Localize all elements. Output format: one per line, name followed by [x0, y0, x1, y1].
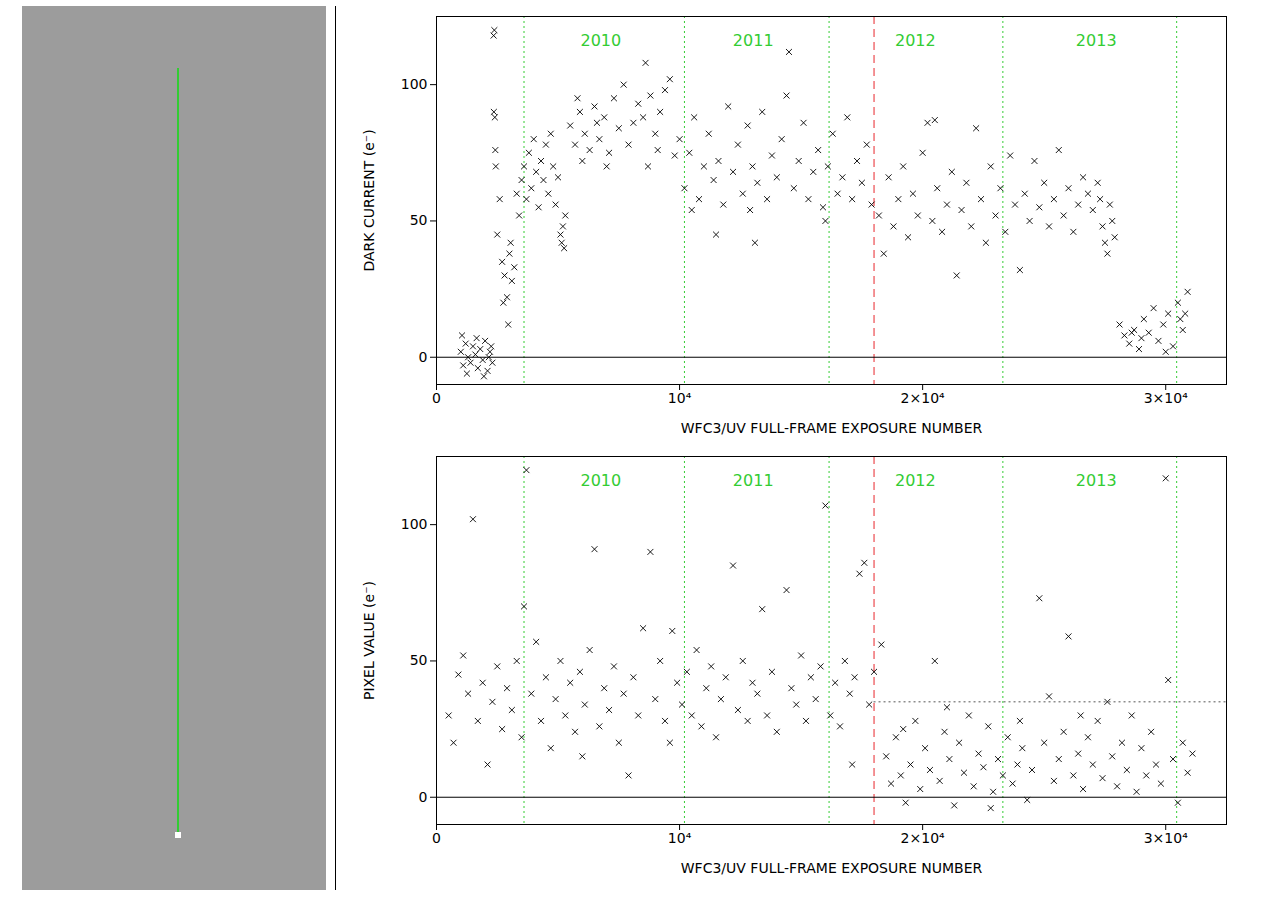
- svg-text:2010: 2010: [580, 31, 621, 50]
- svg-text:WFC3/UV FULL-FRAME EXPOSURE NU: WFC3/UV FULL-FRAME EXPOSURE NUMBER: [681, 860, 983, 876]
- svg-text:3×10⁴: 3×10⁴: [1144, 830, 1188, 846]
- svg-text:2013: 2013: [1076, 471, 1117, 490]
- svg-text:10⁴: 10⁴: [668, 830, 692, 846]
- svg-text:0: 0: [432, 830, 441, 846]
- svg-text:DARK CURRENT (e⁻): DARK CURRENT (e⁻): [361, 129, 377, 271]
- svg-text:2×10⁴: 2×10⁴: [901, 390, 945, 406]
- svg-text:2013: 2013: [1076, 31, 1117, 50]
- svg-text:10⁴: 10⁴: [668, 390, 692, 406]
- svg-text:100: 100: [401, 516, 428, 532]
- svg-text:0: 0: [419, 349, 428, 365]
- svg-text:2010: 2010: [580, 471, 621, 490]
- svg-text:WFC3/UV FULL-FRAME EXPOSURE NU: WFC3/UV FULL-FRAME EXPOSURE NUMBER: [681, 420, 983, 436]
- svg-text:2011: 2011: [733, 471, 774, 490]
- svg-text:2012: 2012: [895, 31, 936, 50]
- svg-text:2011: 2011: [733, 31, 774, 50]
- svg-text:50: 50: [410, 212, 428, 228]
- svg-text:100: 100: [401, 76, 428, 92]
- svg-text:3×10⁴: 3×10⁴: [1144, 390, 1188, 406]
- svg-text:2×10⁴: 2×10⁴: [901, 830, 945, 846]
- svg-text:2012: 2012: [895, 471, 936, 490]
- svg-text:0: 0: [432, 390, 441, 406]
- svg-text:50: 50: [410, 652, 428, 668]
- svg-text:PIXEL VALUE (e⁻): PIXEL VALUE (e⁻): [361, 581, 377, 700]
- svg-text:0: 0: [419, 789, 428, 805]
